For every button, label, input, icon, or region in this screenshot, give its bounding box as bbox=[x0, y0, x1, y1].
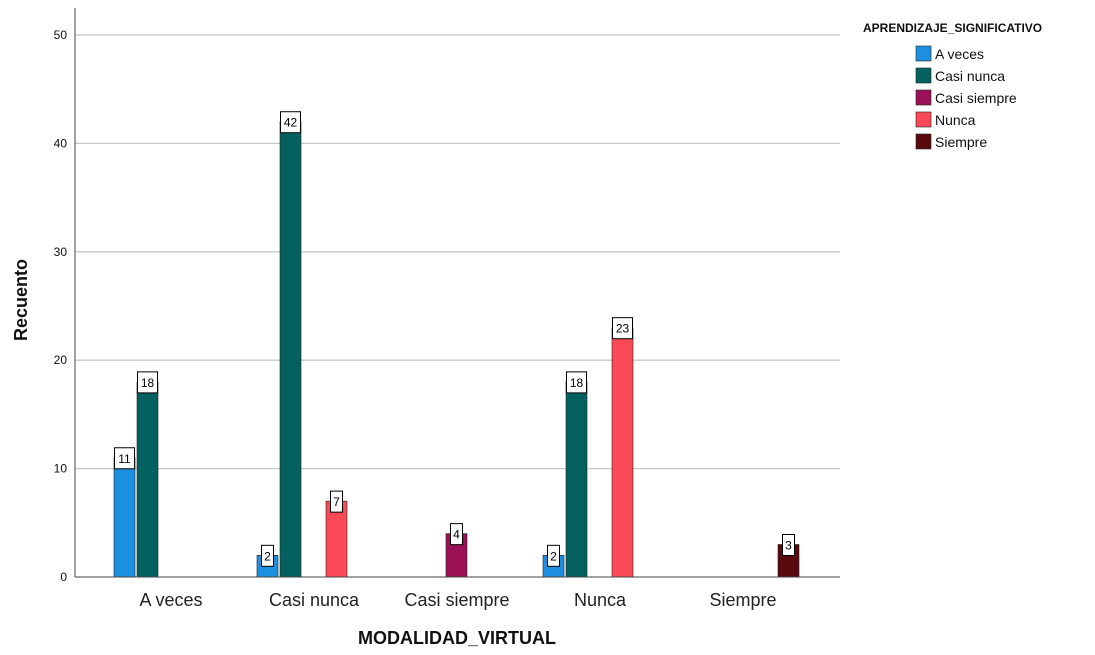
x-tick-label: Nunca bbox=[574, 590, 627, 610]
legend-item-label: Casi siempre bbox=[935, 90, 1017, 106]
data-label-box bbox=[547, 544, 560, 567]
legend-swatch bbox=[915, 133, 932, 150]
data-label-box bbox=[114, 447, 135, 470]
legend-swatch bbox=[915, 67, 932, 84]
data-label-box bbox=[280, 111, 301, 134]
y-axis-title: Recuento bbox=[11, 259, 31, 341]
data-label-box bbox=[450, 523, 463, 546]
data-label: 42 bbox=[284, 116, 298, 130]
data-label-box bbox=[782, 533, 795, 556]
y-tick-labels: 0 10 20 30 40 50 bbox=[54, 28, 68, 584]
x-axis-title: MODALIDAD_VIRTUAL bbox=[358, 628, 556, 648]
x-tick-label: Casi nunca bbox=[269, 590, 360, 610]
legend-item-label: A veces bbox=[935, 46, 984, 62]
bar bbox=[279, 121, 302, 578]
y-tick-label: 40 bbox=[54, 136, 68, 150]
y-tick-label: 20 bbox=[54, 353, 68, 367]
data-labels: 11 2 2 18 42 18 4 7 23 3 bbox=[114, 111, 795, 567]
data-label: 18 bbox=[570, 376, 584, 390]
bar bbox=[565, 381, 588, 578]
data-label: 23 bbox=[616, 322, 630, 336]
data-label-box bbox=[261, 544, 274, 567]
data-label-box bbox=[137, 371, 158, 394]
data-label-box bbox=[330, 490, 343, 513]
x-tick-labels: A veces Casi nunca Casi siempre Nunca Siempr… bbox=[139, 590, 776, 610]
bars bbox=[113, 121, 800, 578]
legend-swatch bbox=[915, 45, 932, 62]
x-tick-label: Siempre bbox=[709, 590, 776, 610]
data-label: 3 bbox=[785, 538, 792, 552]
legend-item-label: Siempre bbox=[935, 134, 987, 150]
data-label: 11 bbox=[118, 452, 131, 466]
bar bbox=[136, 381, 159, 578]
data-label-box bbox=[612, 317, 633, 340]
data-label: 7 bbox=[333, 495, 340, 509]
legend-swatch bbox=[915, 89, 932, 106]
legend-swatch bbox=[915, 111, 932, 128]
x-tick-label: A veces bbox=[139, 590, 202, 610]
axes bbox=[74, 8, 840, 578]
y-tick-label: 0 bbox=[60, 570, 67, 584]
y-tick-label: 10 bbox=[54, 462, 68, 476]
legend-item-label: Casi nunca bbox=[935, 68, 1005, 84]
legend-title: APRENDIZAJE_SIGNIFICATIVO bbox=[863, 21, 1042, 35]
data-label: 2 bbox=[550, 549, 557, 563]
data-label: 4 bbox=[453, 528, 460, 542]
y-tick-label: 30 bbox=[54, 245, 68, 259]
y-tick-label: 50 bbox=[54, 28, 68, 42]
legend: APRENDIZAJE_SIGNIFICATIVO A veces Casi nu… bbox=[863, 21, 1042, 150]
data-label: 18 bbox=[141, 376, 155, 390]
data-label-box bbox=[566, 371, 587, 394]
bar bbox=[113, 457, 136, 578]
x-tick-label: Casi siempre bbox=[404, 590, 509, 610]
data-label: 2 bbox=[264, 549, 271, 563]
gridlines bbox=[75, 34, 840, 470]
legend-item-label: Nunca bbox=[935, 112, 976, 128]
bar bbox=[611, 327, 634, 578]
